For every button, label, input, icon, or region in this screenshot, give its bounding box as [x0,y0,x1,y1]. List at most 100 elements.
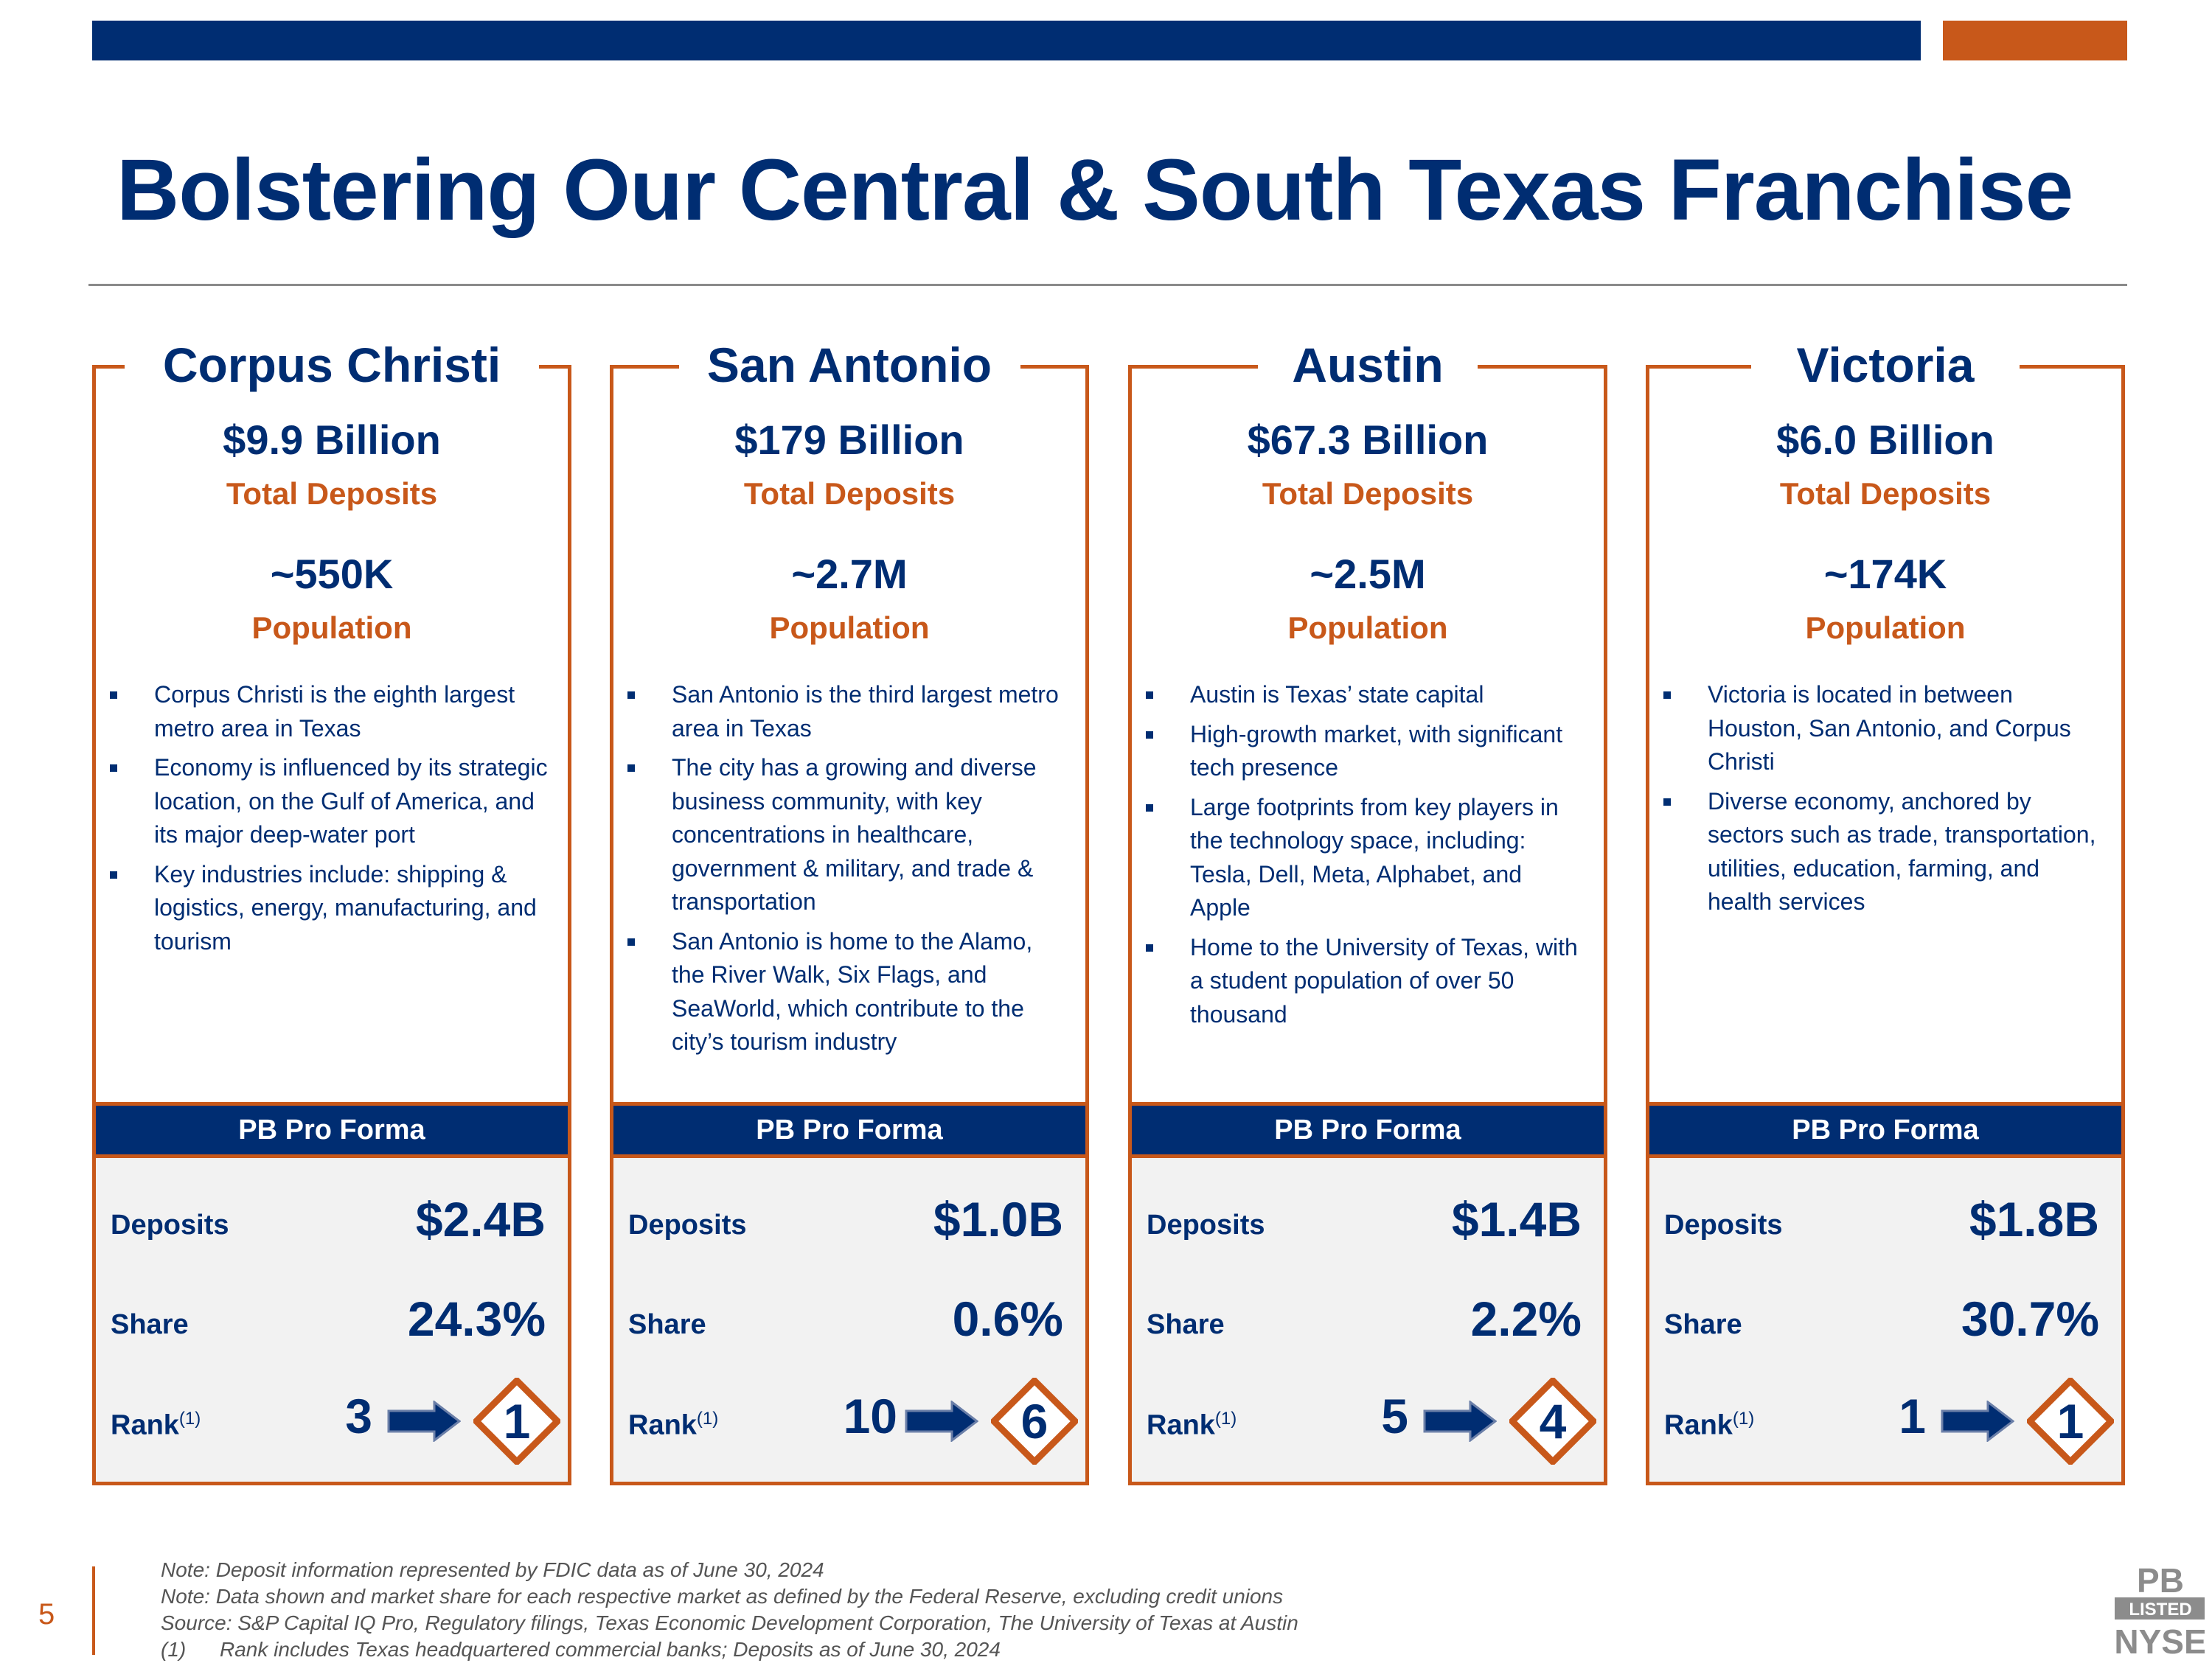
total-deposits-value: $6.0 Billion [1776,416,1994,463]
footnote-source: Source: S&P Capital IQ Pro, Regulatory f… [161,1611,1298,1634]
bullet-item: The city has a growing and diverse busin… [626,751,1068,919]
frame-top-left-edge [1128,365,1258,369]
total-deposits-value: $179 Billion [734,416,964,463]
frame-top-right-edge [1020,365,1089,369]
population-label: Population [1287,610,1448,645]
bullet-square-icon [1146,944,1153,952]
bullet-text: Key industries include: shipping & logis… [154,860,537,955]
rank-after: 4 [1539,1394,1567,1448]
population-value: ~174K [1823,551,1947,597]
rank-before: 1 [1899,1389,1926,1443]
bullet-text: High-growth market, with significant tec… [1190,720,1563,781]
footnote-rank: (1) Rank includes Texas headquartered com… [161,1636,1298,1663]
bullet-item: Austin is Texas’ state capital [1144,678,1587,712]
frame-top-right-edge [2020,365,2125,369]
population-label: Population [769,610,930,645]
frame-top-left-edge [610,365,679,369]
rank-footnote-marker: (1) [1214,1409,1237,1429]
footnote-rank-marker: (1) [161,1638,187,1661]
population-label: Population [1805,610,1966,645]
bullet-square-icon [1663,798,1671,806]
pro-forma-share-value: 2.2% [1470,1291,1582,1346]
bullet-text: Diverse economy, anchored by sectors suc… [1708,787,2096,916]
rank-label-text: Rank [1664,1409,1733,1441]
bullet-text: Large footprints from key players in the… [1190,793,1559,921]
bullet-item: San Antonio is the third largest metro a… [626,678,1068,745]
bullet-square-icon [110,691,117,699]
pro-forma-deposits-value: $2.4B [415,1192,546,1247]
pro-forma-rank-label: Rank(1) [1664,1409,1754,1442]
market-column-corpus-christi: Corpus Christi $9.9 Billion Total Deposits… [92,339,571,1485]
city-name: Austin [1292,338,1444,392]
bullet-text: Corpus Christi is the eighth largest met… [154,681,515,742]
pro-forma-deposits-label: Deposits [111,1210,229,1241]
population-label: Population [251,610,412,645]
market-bullets: San Antonio is the third largest metro a… [626,678,1068,1065]
pro-forma-header: PB Pro Forma [96,1102,568,1158]
bullet-text: Economy is influenced by its strategic l… [154,754,548,848]
rank-before: 5 [1381,1389,1408,1443]
footnote-market-share: Note: Data shown and market share for ea… [161,1585,1284,1608]
bullet-text: Home to the University of Texas, with a … [1190,933,1578,1028]
footnote-rank-text: Rank includes Texas headquartered commer… [220,1638,1001,1661]
pro-forma-header: PB Pro Forma [613,1102,1085,1158]
pro-forma-panel: Deposits $1.8B Share 30.7% Rank(1) 1 1 [1649,1158,2121,1482]
pro-forma-share-label: Share [1664,1309,1742,1340]
bullet-item: San Antonio is home to the Alamo, the Ri… [626,925,1068,1059]
pro-forma-deposits-label: Deposits [1664,1210,1783,1241]
bullet-item: Large footprints from key players in the… [1144,791,1587,925]
frame-top-right-edge [539,365,571,369]
rank-diamond-icon [473,1378,560,1465]
pro-forma-deposits-label: Deposits [1147,1210,1265,1241]
population-value: ~2.7M [791,551,908,597]
bullet-square-icon [110,871,117,879]
footer-divider [92,1566,95,1655]
frame-top-left-edge [92,365,125,369]
pro-forma-panel: Deposits $1.0B Share 0.6% Rank(1) 10 6 [613,1158,1085,1482]
pro-forma-share-label: Share [628,1309,706,1340]
rank-after: 1 [503,1394,531,1448]
city-name: San Antonio [706,338,992,392]
pro-forma-share-value: 24.3% [407,1291,546,1346]
market-frame [1128,365,1607,1485]
page-number: 5 [38,1598,55,1631]
bullet-square-icon [110,764,117,772]
bullet-square-icon [627,691,635,699]
bullet-square-icon [1146,803,1153,812]
bullet-text: Victoria is located in between Houston, … [1708,681,2071,775]
bullet-text: The city has a growing and diverse busin… [672,754,1037,915]
bullet-item: Economy is influenced by its strategic l… [108,751,551,852]
top-accent-bar-orange [1943,21,2127,60]
arrow-right-icon [1941,1401,2014,1442]
arrow-right-icon [905,1401,978,1442]
market-bullets: Austin is Texas’ state capital High-growt… [1144,678,1587,1037]
pro-forma-deposits-label: Deposits [628,1210,747,1241]
top-accent-bar-blue [92,21,1921,60]
rank-label-text: Rank [1147,1409,1215,1441]
total-deposits-label: Total Deposits [743,476,956,511]
pro-forma-rank-label: Rank(1) [628,1409,718,1442]
market-bullets: Corpus Christi is the eighth largest met… [108,678,551,964]
bullet-item: High-growth market, with significant tec… [1144,718,1587,785]
city-name: Corpus Christi [162,338,501,392]
bullet-square-icon [1663,691,1671,699]
pro-forma-rank-label: Rank(1) [111,1409,201,1442]
pro-forma-deposits-value: $1.4B [1451,1192,1582,1247]
population-value: ~2.5M [1310,551,1426,597]
rank-label-text: Rank [111,1409,179,1441]
market-column-victoria: Victoria $6.0 Billion Total Deposits ~174K P… [1646,339,2125,1485]
footnote-deposit-info: Note: Deposit information represented by… [161,1558,824,1581]
pro-forma-share-value: 30.7% [1961,1291,2099,1346]
market-column-san-antonio: San Antonio $179 Billion Total Deposits ~2.… [610,339,1089,1485]
title-divider [88,284,2127,286]
rank-after: 1 [2056,1394,2084,1448]
rank-diamond-icon [2027,1378,2114,1465]
frame-top-left-edge [1646,365,1751,369]
nyse-listed-logo: PB LISTED NYSE [2114,1561,2205,1659]
total-deposits-value: $67.3 Billion [1247,416,1489,463]
bullet-item: Home to the University of Texas, with a … [1144,931,1587,1032]
pro-forma-deposits-value: $1.8B [1969,1192,2099,1247]
rank-footnote-marker: (1) [178,1409,201,1429]
market-bullets: Victoria is located in between Houston, … [1662,678,2104,925]
total-deposits-label: Total Deposits [1779,476,1992,511]
